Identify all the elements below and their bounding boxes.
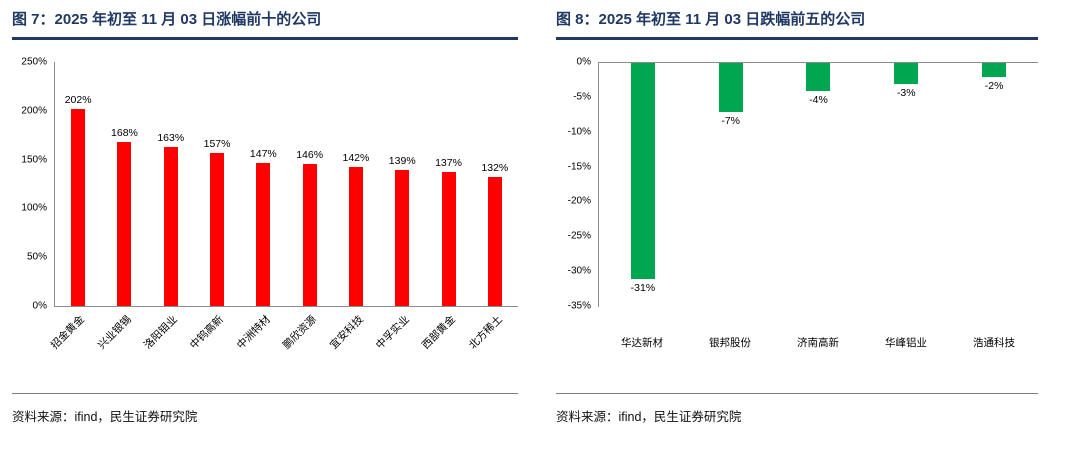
bar-8 [395, 170, 410, 306]
bar-3 [163, 146, 178, 306]
value-label: 157% [203, 137, 231, 150]
figure-7: 图 7：2025 年初至 11 月 03 日涨幅前十的公司 250% 200% 15… [12, 10, 518, 425]
x-category-label: 华峰铝业 [885, 337, 927, 349]
y-tick-label: -5% [573, 91, 591, 103]
bar-cell: -2% [950, 63, 1038, 307]
x-category-label: 中孚实业 [373, 313, 412, 352]
x-category-label: 洛阳钼业 [141, 313, 180, 352]
value-label: 132% [481, 162, 509, 175]
bar-1 [630, 63, 655, 280]
bar-cell: 147% [240, 62, 286, 306]
y-axis: 0% -5% -10% -15% -20% -25% -30% -35% [556, 57, 598, 389]
bar-2 [718, 63, 743, 112]
x-category-label: 浩通科技 [973, 337, 1015, 349]
x-category-label: 银邦股份 [709, 337, 751, 349]
figure-7-title-rule [12, 37, 518, 40]
bar-cell: 157% [194, 62, 240, 306]
bar-4 [210, 152, 225, 306]
losers-bar-chart: 0% -5% -10% -15% -20% -25% -30% -35% -31% -7% -4% -… [556, 57, 1038, 389]
value-label: 163% [157, 131, 185, 144]
y-tick-label: -35% [567, 300, 591, 312]
x-axis: 华达新材 银邦股份 济南高新 华峰铝业 浩通科技 [598, 307, 1038, 389]
bar-cell: 168% [101, 62, 147, 306]
bar-cell: 202% [55, 62, 101, 306]
figure-8: 图 8：2025 年初至 11 月 03 日跌幅前五的公司 0% -5% -10% -… [556, 10, 1038, 425]
bar-1 [71, 108, 86, 306]
y-tick-label: 0% [32, 300, 47, 312]
bar-cell: -4% [775, 63, 863, 307]
x-category-label: 济南高新 [797, 337, 839, 349]
x-axis: 招金黄金 兴业银锡 洛阳钼业 中钨高新 中洲特材 鹏欣资源 宜安科技 中孚实业 西部黄金 北方稀土 [49, 307, 518, 389]
y-tick-label: 100% [21, 202, 47, 214]
bar-cell: 163% [148, 62, 194, 306]
y-tick-label: 250% [21, 56, 47, 68]
value-label: 146% [296, 148, 324, 161]
bar-3 [806, 63, 831, 91]
bar-cell: 142% [333, 62, 379, 306]
y-tick-label: -15% [567, 161, 591, 173]
bar-9 [441, 172, 456, 306]
figure-8-source: 资料来源：ifind，民生证券研究院 [556, 410, 742, 424]
value-label: -3% [896, 86, 916, 99]
bar-cell: 146% [286, 62, 332, 306]
value-label: 139% [388, 155, 416, 168]
y-tick-label: -25% [567, 230, 591, 242]
figure-7-source: 资料来源：ifind，民生证券研究院 [12, 410, 198, 424]
bar-6 [302, 163, 317, 306]
x-category-label: 西部黄金 [420, 313, 459, 352]
bar-4 [894, 63, 919, 84]
y-tick-label: -20% [567, 195, 591, 207]
x-category-label: 北方稀土 [466, 313, 505, 352]
bar-5 [982, 63, 1007, 77]
y-tick-label: 200% [21, 105, 47, 117]
bar-5 [256, 162, 271, 306]
y-axis: 250% 200% 150% 100% 50% 0% [12, 57, 54, 389]
x-category-label: 华达新材 [621, 337, 663, 349]
plot-area: -31% -7% -4% -3% -2% [598, 62, 1038, 307]
bar-cell: -31% [599, 63, 687, 307]
bar-cell: -7% [687, 63, 775, 307]
bar-cell: 137% [425, 62, 471, 306]
y-tick-label: -30% [567, 265, 591, 277]
bar-cell: 132% [472, 62, 518, 306]
figure-8-title-rule [556, 37, 1038, 40]
bar-cell: -3% [862, 63, 950, 307]
x-category-label: 中洲特材 [234, 313, 273, 352]
value-label: 168% [111, 127, 138, 140]
figure-8-source-divider [556, 393, 1038, 394]
value-label: -4% [809, 93, 828, 106]
value-label: 137% [435, 157, 462, 170]
y-tick-label: 50% [26, 251, 47, 263]
y-tick-label: 0% [576, 56, 591, 68]
value-label: -2% [984, 79, 1004, 92]
bar-7 [348, 167, 363, 306]
value-label: 142% [342, 152, 370, 165]
value-label: 202% [64, 93, 92, 106]
x-category-label: 中钨高新 [188, 313, 227, 352]
y-tick-label: 150% [21, 154, 47, 166]
x-category-label: 招金黄金 [48, 313, 88, 352]
value-label: -7% [721, 114, 741, 127]
bar-cell: 139% [379, 62, 425, 306]
gainers-bar-chart: 250% 200% 150% 100% 50% 0% 202% 168% 163% 157% 147… [12, 57, 518, 389]
value-label: -31% [630, 282, 656, 295]
report-page: 图 7：2025 年初至 11 月 03 日涨幅前十的公司 250% 200% 15… [12, 10, 1038, 425]
bar-10 [487, 177, 502, 306]
figure-7-source-divider [12, 393, 518, 394]
bar-2 [117, 142, 132, 306]
figure-8-title: 图 8：2025 年初至 11 月 03 日跌幅前五的公司 [556, 11, 866, 28]
y-tick-label: -10% [567, 126, 591, 138]
x-category-label: 兴业银锡 [95, 313, 134, 352]
x-category-label: 鹏欣资源 [280, 313, 320, 352]
value-label: 147% [249, 147, 277, 160]
x-category-label: 宜安科技 [327, 313, 366, 352]
figure-7-title: 图 7：2025 年初至 11 月 03 日涨幅前十的公司 [12, 11, 322, 28]
plot-area: 202% 168% 163% 157% 147% 146% 142% 139% 137% 132% [54, 62, 518, 307]
